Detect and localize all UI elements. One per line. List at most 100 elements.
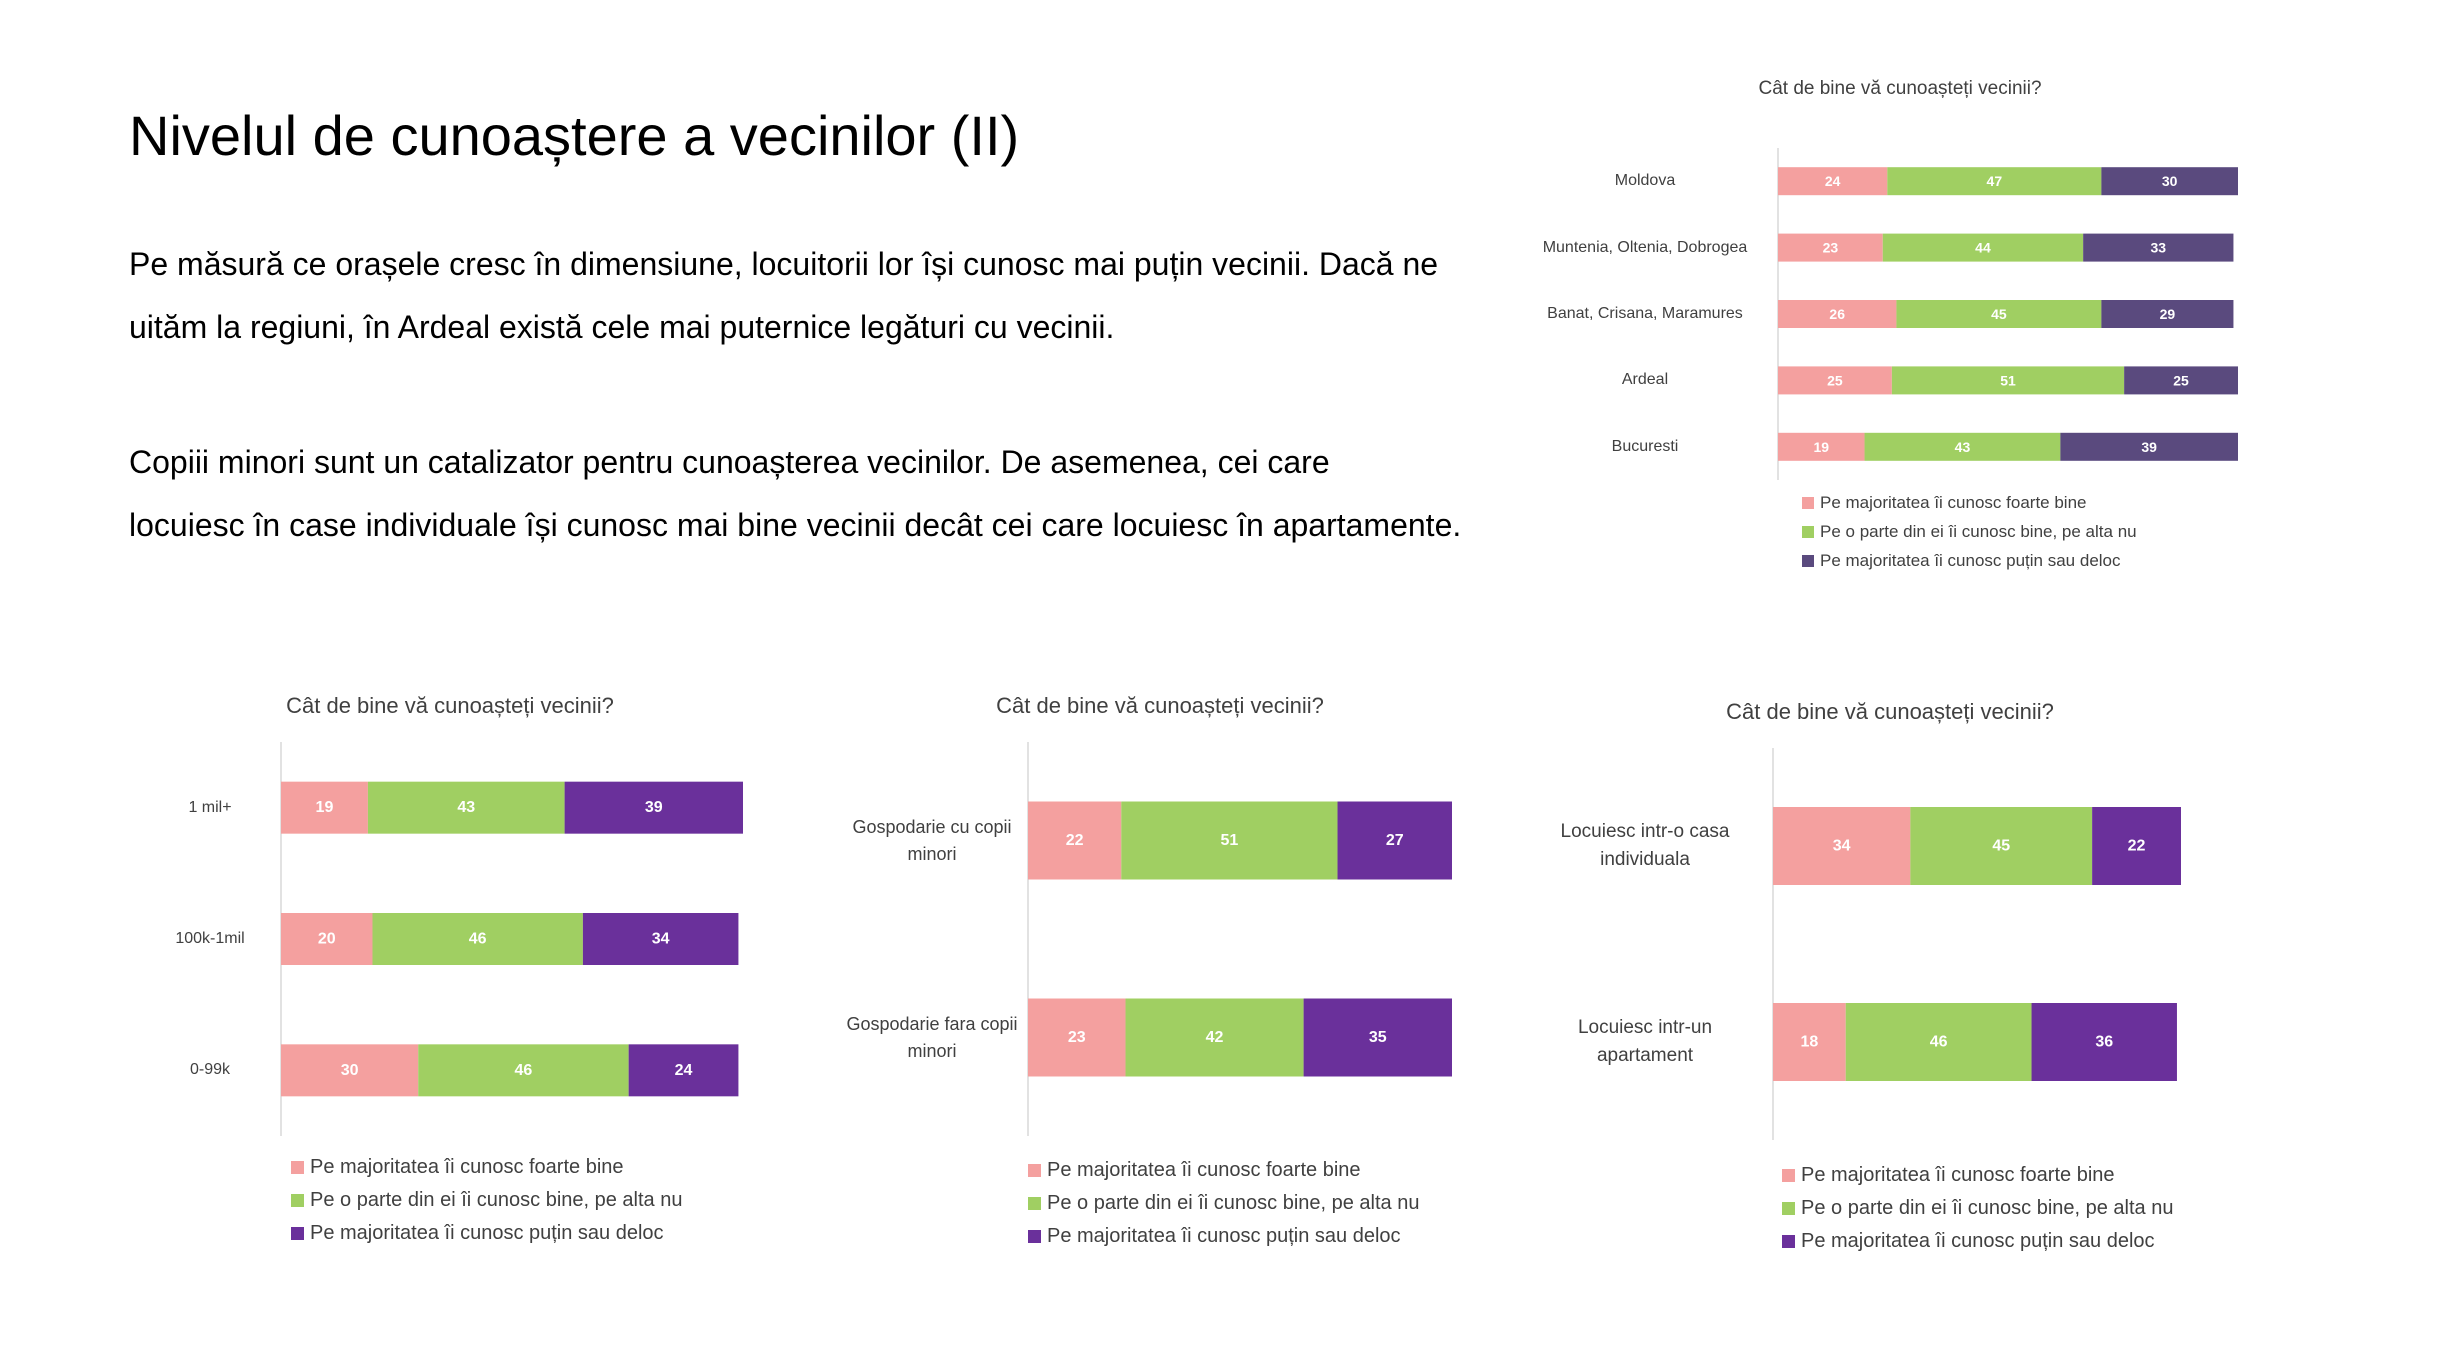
legend-label-very-well: Pe majoritatea îi cunosc foarte bine	[1047, 1159, 1361, 1181]
legend-label-partly: Pe o parte din ei îi cunosc bine, pe alt…	[1801, 1197, 2174, 1219]
bar-partly-moldova	[1887, 167, 2102, 196]
data-label-partly-moldova: 47	[1987, 173, 2003, 189]
data-label-very-well-locuiesc-intr-o-casa-individuala: 34	[1833, 838, 1851, 855]
bar-very-well-banat-crisana-maramures	[1778, 300, 1897, 328]
bar-very-well-muntenia-oltenia-dobrogea	[1778, 233, 1883, 262]
legend-swatch-little	[1802, 554, 1814, 567]
children-paragraph: Copiii minori sunt un catalizator pentru…	[129, 431, 1529, 557]
legend-swatch-partly	[1028, 1197, 1041, 1210]
bar-little-bucuresti	[2060, 432, 2238, 461]
category-label-ardeal: Ardeal	[1621, 371, 1669, 389]
bar-little-locuiesc-intr-o-casa-individuala	[2092, 807, 2181, 885]
legend-swatch-little	[1782, 1235, 1795, 1248]
housing-chart: Cât de bine vă cunoașteți vecinii? 34 45 22…	[1530, 690, 2250, 1260]
city-size-chart: Cât de bine vă cunoașteți vecinii? 19 43 39…	[140, 685, 760, 1255]
data-label-very-well-ardeal: 25	[1827, 372, 1843, 388]
bar-partly-ardeal	[1891, 366, 2125, 395]
data-label-little-locuiesc-intr-o-casa-individuala: 22	[2128, 838, 2146, 855]
bar-very-well-gospodarie-fara-copii-minori	[1028, 998, 1126, 1077]
data-label-little-1-mil: 39	[645, 799, 663, 816]
intro-line-1: Pe măsură ce orașele cresc în dimensiune…	[129, 246, 1439, 282]
data-label-very-well-1-mil: 19	[316, 799, 334, 816]
chart-legend: Pe majoritatea îi cunosc foarte bine Pe o…	[1782, 1159, 2173, 1258]
bar-very-well-gospodarie-cu-copii-minori	[1028, 801, 1122, 880]
bar-partly-locuiesc-intr-un-apartament	[1845, 1003, 2032, 1081]
legend-swatch-partly	[1782, 1202, 1795, 1215]
legend-item-little: Pe majoritatea îi cunosc puțin sau deloc	[1782, 1225, 2173, 1258]
bar-very-well-bucuresti	[1778, 432, 1865, 461]
legend-label-little: Pe majoritatea îi cunosc puțin sau deloc	[1047, 1225, 1401, 1247]
data-label-very-well-locuiesc-intr-un-apartament: 18	[1800, 1034, 1818, 1051]
children-line-2: locuiesc în case individuale își cunosc …	[129, 507, 1462, 543]
bar-little-banat-crisana-maramures	[2101, 300, 2234, 328]
data-label-very-well-100k-1mil: 20	[318, 931, 336, 948]
legend-label-little: Pe majoritatea îi cunosc puțin sau deloc	[310, 1222, 664, 1244]
region-chart: Cât de bine vă cunoașteți vecinii? 24 47 30…	[1540, 70, 2260, 590]
bar-partly-100k-1mil	[372, 913, 583, 965]
data-label-very-well-gospodarie-fara-copii-minori: 23	[1068, 1029, 1086, 1046]
data-label-little-muntenia-oltenia-dobrogea: 33	[2151, 240, 2167, 256]
chart-title: Cât de bine vă cunoașteți vecinii?	[1758, 78, 2042, 99]
data-label-partly-100k-1mil: 46	[469, 931, 487, 948]
data-label-very-well-gospodarie-cu-copii-minori: 22	[1066, 832, 1084, 849]
chart-title: Cât de bine vă cunoașteți vecinii?	[286, 693, 614, 718]
data-label-little-gospodarie-cu-copii-minori: 27	[1386, 832, 1404, 849]
category-label-muntenia-oltenia-dobrogea: Muntenia, Oltenia, Dobrogea	[1542, 238, 1748, 256]
data-label-partly-0-99k: 46	[515, 1062, 533, 1079]
intro-paragraph: Pe măsură ce orașele cresc în dimensiune…	[129, 233, 1529, 359]
data-label-partly-muntenia-oltenia-dobrogea: 44	[1975, 240, 1991, 256]
bar-partly-1-mil	[367, 781, 565, 834]
legend-swatch-very-well	[291, 1161, 304, 1174]
data-label-very-well-moldova: 24	[1825, 173, 1841, 189]
bar-very-well-moldova	[1778, 167, 1888, 196]
bar-little-0-99k	[628, 1044, 739, 1097]
legend-item-very-well: Pe majoritatea îi cunosc foarte bine	[1782, 1159, 2173, 1192]
data-label-little-0-99k: 24	[675, 1062, 693, 1079]
bar-little-gospodarie-fara-copii-minori	[1303, 998, 1452, 1077]
legend-label-very-well: Pe majoritatea îi cunosc foarte bine	[310, 1156, 624, 1178]
chart-plot: 22 51 27 23 42 35	[1027, 742, 1452, 1136]
bar-very-well-locuiesc-intr-un-apartament	[1773, 1003, 1846, 1081]
legend-label-partly: Pe o parte din ei îi cunosc bine, pe alt…	[1047, 1192, 1420, 1214]
bar-partly-gospodarie-fara-copii-minori	[1125, 998, 1304, 1077]
category-label-0-99k: 0-99k	[189, 1061, 231, 1079]
category-label-gospodarie-fara-copii-minori: Gospodarie fara copii minori	[846, 1013, 1018, 1061]
legend-item-partly: Pe o parte din ei îi cunosc bine, pe alt…	[1028, 1187, 1419, 1220]
chart-title: Cât de bine vă cunoașteți vecinii?	[1726, 699, 2054, 724]
bar-little-100k-1mil	[582, 913, 739, 965]
legend-swatch-very-well	[1802, 496, 1814, 509]
data-label-little-ardeal: 25	[2173, 372, 2189, 388]
legend-label-partly: Pe o parte din ei îi cunosc bine, pe alt…	[1820, 521, 2137, 541]
bar-partly-gospodarie-cu-copii-minori	[1121, 801, 1338, 880]
data-label-very-well-banat-crisana-maramures: 26	[1829, 306, 1845, 322]
legend-item-very-well: Pe majoritatea îi cunosc foarte bine	[1802, 488, 2137, 517]
bar-little-locuiesc-intr-un-apartament	[2031, 1003, 2177, 1081]
bar-partly-bucuresti	[1864, 432, 2061, 461]
legend-swatch-little	[1028, 1230, 1041, 1243]
children-line-1: Copiii minori sunt un catalizator pentru…	[129, 444, 1330, 480]
chart-plot: 34 45 22 18 46 36	[1772, 748, 2181, 1140]
legend-label-partly: Pe o parte din ei îi cunosc bine, pe alt…	[310, 1189, 683, 1211]
data-label-little-100k-1mil: 34	[652, 931, 670, 948]
legend-label-very-well: Pe majoritatea îi cunosc foarte bine	[1820, 492, 2087, 512]
bar-very-well-locuiesc-intr-o-casa-individuala	[1773, 807, 1911, 885]
legend-label-little: Pe majoritatea îi cunosc puțin sau deloc	[1820, 550, 2121, 570]
bar-partly-locuiesc-intr-o-casa-individuala	[1910, 807, 2093, 885]
chart-plot: 24 47 30 23 44 33 26 45 29 25 51 25 19 43 39	[1777, 148, 2238, 480]
data-label-partly-locuiesc-intr-o-casa-individuala: 45	[1992, 838, 2010, 855]
legend-swatch-little	[291, 1227, 304, 1240]
data-label-little-gospodarie-fara-copii-minori: 35	[1369, 1029, 1387, 1046]
bar-partly-muntenia-oltenia-dobrogea	[1882, 233, 2084, 262]
category-label-locuiesc-intr-o-casa-individuala: Locuiesc intr-o casa individuala	[1560, 820, 1730, 871]
data-label-little-bucuresti: 39	[2141, 439, 2157, 455]
chart-legend: Pe majoritatea îi cunosc foarte bine Pe o…	[291, 1151, 682, 1250]
data-label-very-well-0-99k: 30	[341, 1062, 359, 1079]
data-label-partly-1-mil: 43	[457, 799, 475, 816]
household-chart: Cât de bine vă cunoașteți vecinii? 22 51 27…	[840, 685, 1480, 1255]
legend-item-partly: Pe o parte din ei îi cunosc bine, pe alt…	[1782, 1192, 2173, 1225]
bar-little-gospodarie-cu-copii-minori	[1337, 801, 1452, 880]
legend-swatch-partly	[1802, 525, 1814, 538]
chart-plot: 19 43 39 20 46 34 30 46 24	[280, 742, 743, 1136]
category-label-bucuresti: Bucuresti	[1611, 437, 1679, 455]
data-label-very-well-muntenia-oltenia-dobrogea: 23	[1823, 240, 1839, 256]
